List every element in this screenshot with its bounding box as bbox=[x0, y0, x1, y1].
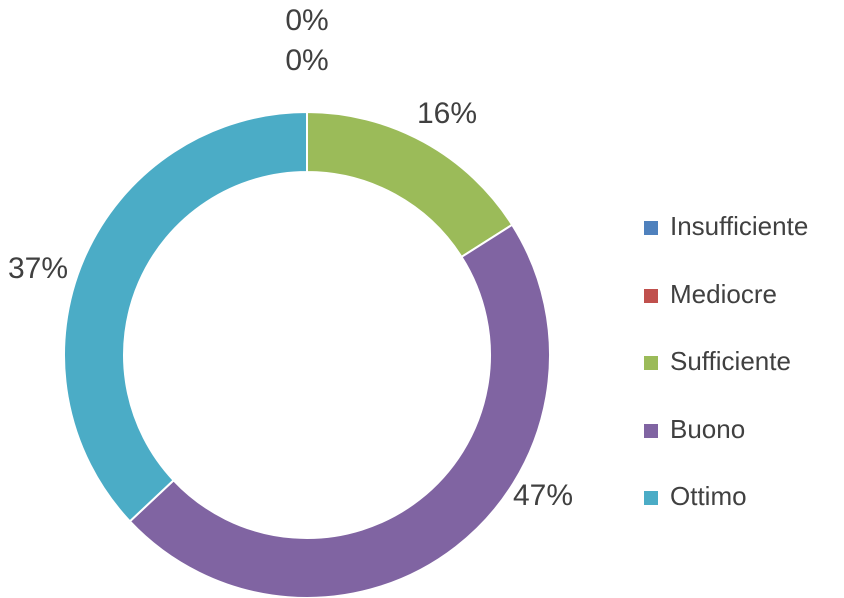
donut-slice bbox=[128, 223, 551, 598]
legend-label: Ottimo bbox=[670, 481, 747, 511]
legend-label: Mediocre bbox=[670, 279, 777, 309]
legend-label: Insufficiente bbox=[670, 211, 808, 241]
legend-label: Sufficiente bbox=[670, 346, 791, 376]
legend-swatch bbox=[644, 424, 658, 438]
data-label: 37% bbox=[8, 252, 68, 285]
legend-label: Buono bbox=[670, 414, 745, 444]
data-label: 0% bbox=[285, 44, 328, 77]
donut-slice bbox=[63, 110, 308, 523]
legend-swatch bbox=[644, 221, 658, 235]
legend-swatch bbox=[644, 491, 658, 505]
data-label: 47% bbox=[513, 479, 573, 512]
donut-slice bbox=[306, 110, 514, 259]
data-label: 16% bbox=[417, 97, 477, 130]
legend-swatch bbox=[644, 289, 658, 303]
legend-swatch bbox=[644, 356, 658, 370]
data-label: 0% bbox=[285, 4, 328, 37]
